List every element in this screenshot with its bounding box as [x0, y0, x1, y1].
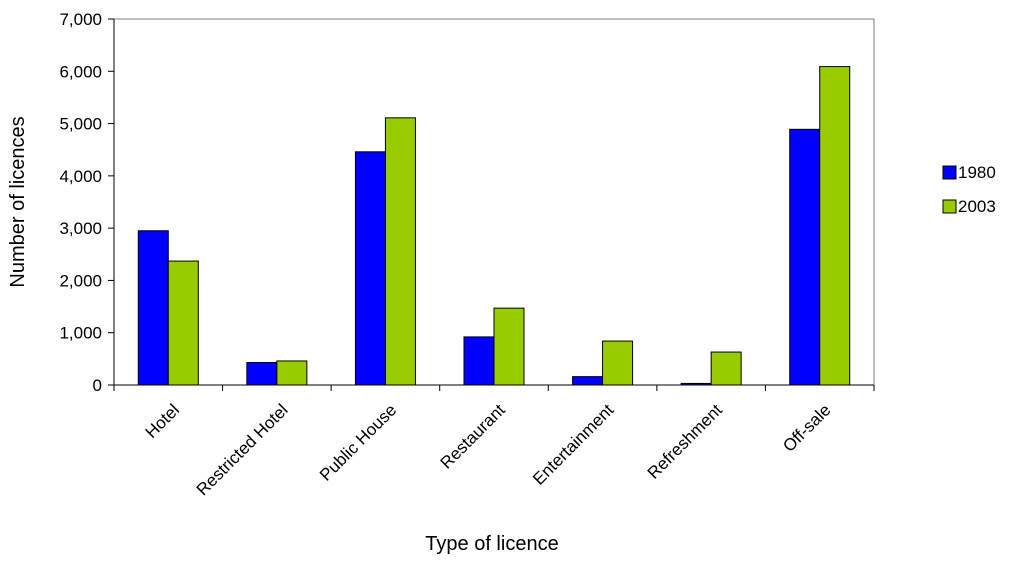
x-tick-label: Restricted Hotel	[193, 400, 292, 499]
y-axis-title: Number of licences	[7, 116, 29, 287]
bar-2003	[277, 361, 307, 385]
bar-2003	[711, 352, 741, 385]
x-tick-labels: Hotel Restricted Hotel Public House Restaur…	[142, 400, 835, 499]
bar-1980	[464, 337, 494, 385]
legend-label: 2003	[958, 197, 996, 216]
x-axis-title: Type of licence	[425, 533, 558, 555]
bar-1980	[573, 377, 603, 385]
y-tick-label: 6,000	[59, 62, 102, 81]
y-tick-label: 2,000	[59, 271, 102, 290]
bar-2003	[385, 118, 415, 385]
bar-1980	[355, 152, 385, 385]
y-tick-label: 4,000	[59, 167, 102, 186]
x-tick-label: Public House	[316, 400, 400, 484]
bar-1980	[790, 129, 820, 385]
bar-1980	[681, 383, 711, 385]
x-axis	[114, 385, 874, 391]
legend: 1980 2003	[943, 163, 996, 216]
x-tick-label: Entertainment	[529, 400, 617, 488]
y-tick-label: 3,000	[59, 219, 102, 238]
legend-label: 1980	[958, 163, 996, 182]
bar-2003	[603, 341, 633, 385]
legend-swatch-2003	[943, 200, 956, 213]
bars	[138, 67, 849, 385]
x-tick-label: Off-sale	[779, 400, 834, 455]
bar-1980	[247, 363, 277, 385]
x-tick-label: Refreshment	[644, 400, 726, 482]
legend-swatch-1980	[943, 166, 956, 179]
x-tick-label: Restaurant	[437, 400, 509, 472]
y-tick-label: 7,000	[59, 10, 102, 29]
bar-2003	[820, 67, 850, 385]
y-tick-label: 1,000	[59, 324, 102, 343]
y-tick-label: 5,000	[59, 115, 102, 134]
bar-2003	[168, 261, 198, 385]
x-tick-label: Hotel	[142, 400, 183, 441]
bar-1980	[138, 231, 168, 385]
bar-2003	[494, 308, 524, 385]
y-tick-label: 0	[93, 376, 102, 395]
